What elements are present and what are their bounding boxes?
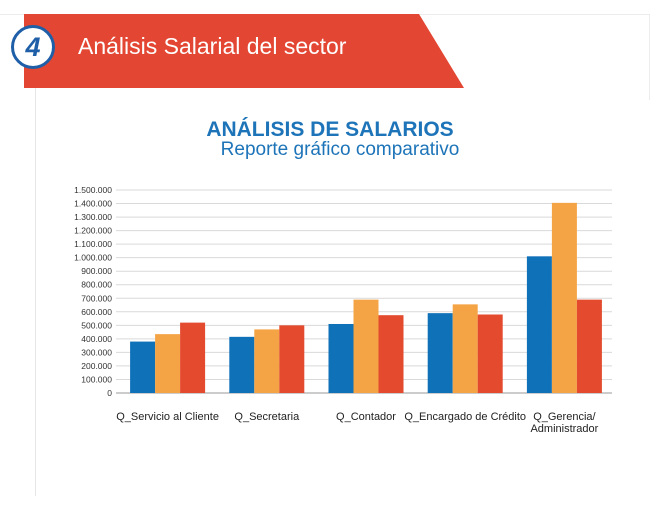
bar [155,334,181,393]
y-tick-label: 1.500.000 [74,185,112,195]
y-tick-label: 0 [107,388,112,398]
bar [130,341,156,393]
y-tick-label: 100.000 [81,374,112,384]
y-tick-label: 1.000.000 [74,253,112,263]
y-tick-label: 500.000 [81,320,112,330]
bar [254,329,280,393]
bar [477,314,503,393]
bar [328,323,354,393]
bar [427,313,453,393]
bar [551,202,577,393]
bar [353,299,379,393]
y-tick-label: 1.400.000 [74,199,112,209]
y-tick-label: 1.200.000 [74,226,112,236]
x-category-label: Administrador [530,423,598,435]
page-title: Análisis Salarial del sector [78,33,347,59]
step-badge: 4 [11,25,55,69]
chart-subtitle: Reporte gráfico comparativo [220,139,460,160]
header-banner [24,14,464,88]
bar [229,336,255,393]
y-tick-label: 200.000 [81,361,112,371]
bar [279,325,305,393]
bar [452,304,478,393]
y-tick-label: 700.000 [81,293,112,303]
x-category-label: Q_Encargado de Crédito [404,411,526,423]
y-tick-label: 300.000 [81,347,112,357]
y-tick-label: 1.300.000 [74,212,112,222]
bar [576,299,602,393]
bar [180,322,206,393]
y-tick-label: 900.000 [81,266,112,276]
chart-title: ANÁLISIS DE SALARIOS [206,118,454,141]
step-number: 4 [25,31,41,62]
x-category-label: Q_Secretaria [234,411,300,423]
x-category-label: Q_Servicio al Cliente [116,411,219,423]
y-tick-label: 600.000 [81,307,112,317]
frame-right-rule [649,14,650,100]
frame-left-rule [35,86,36,496]
x-category-label: Q_Gerencia/ [533,411,596,423]
y-tick-label: 1.100.000 [74,239,112,249]
y-tick-label: 400.000 [81,334,112,344]
y-tick-label: 800.000 [81,280,112,290]
bar [526,256,552,393]
bar [378,315,404,393]
x-category-label: Q_Contador [336,411,396,423]
